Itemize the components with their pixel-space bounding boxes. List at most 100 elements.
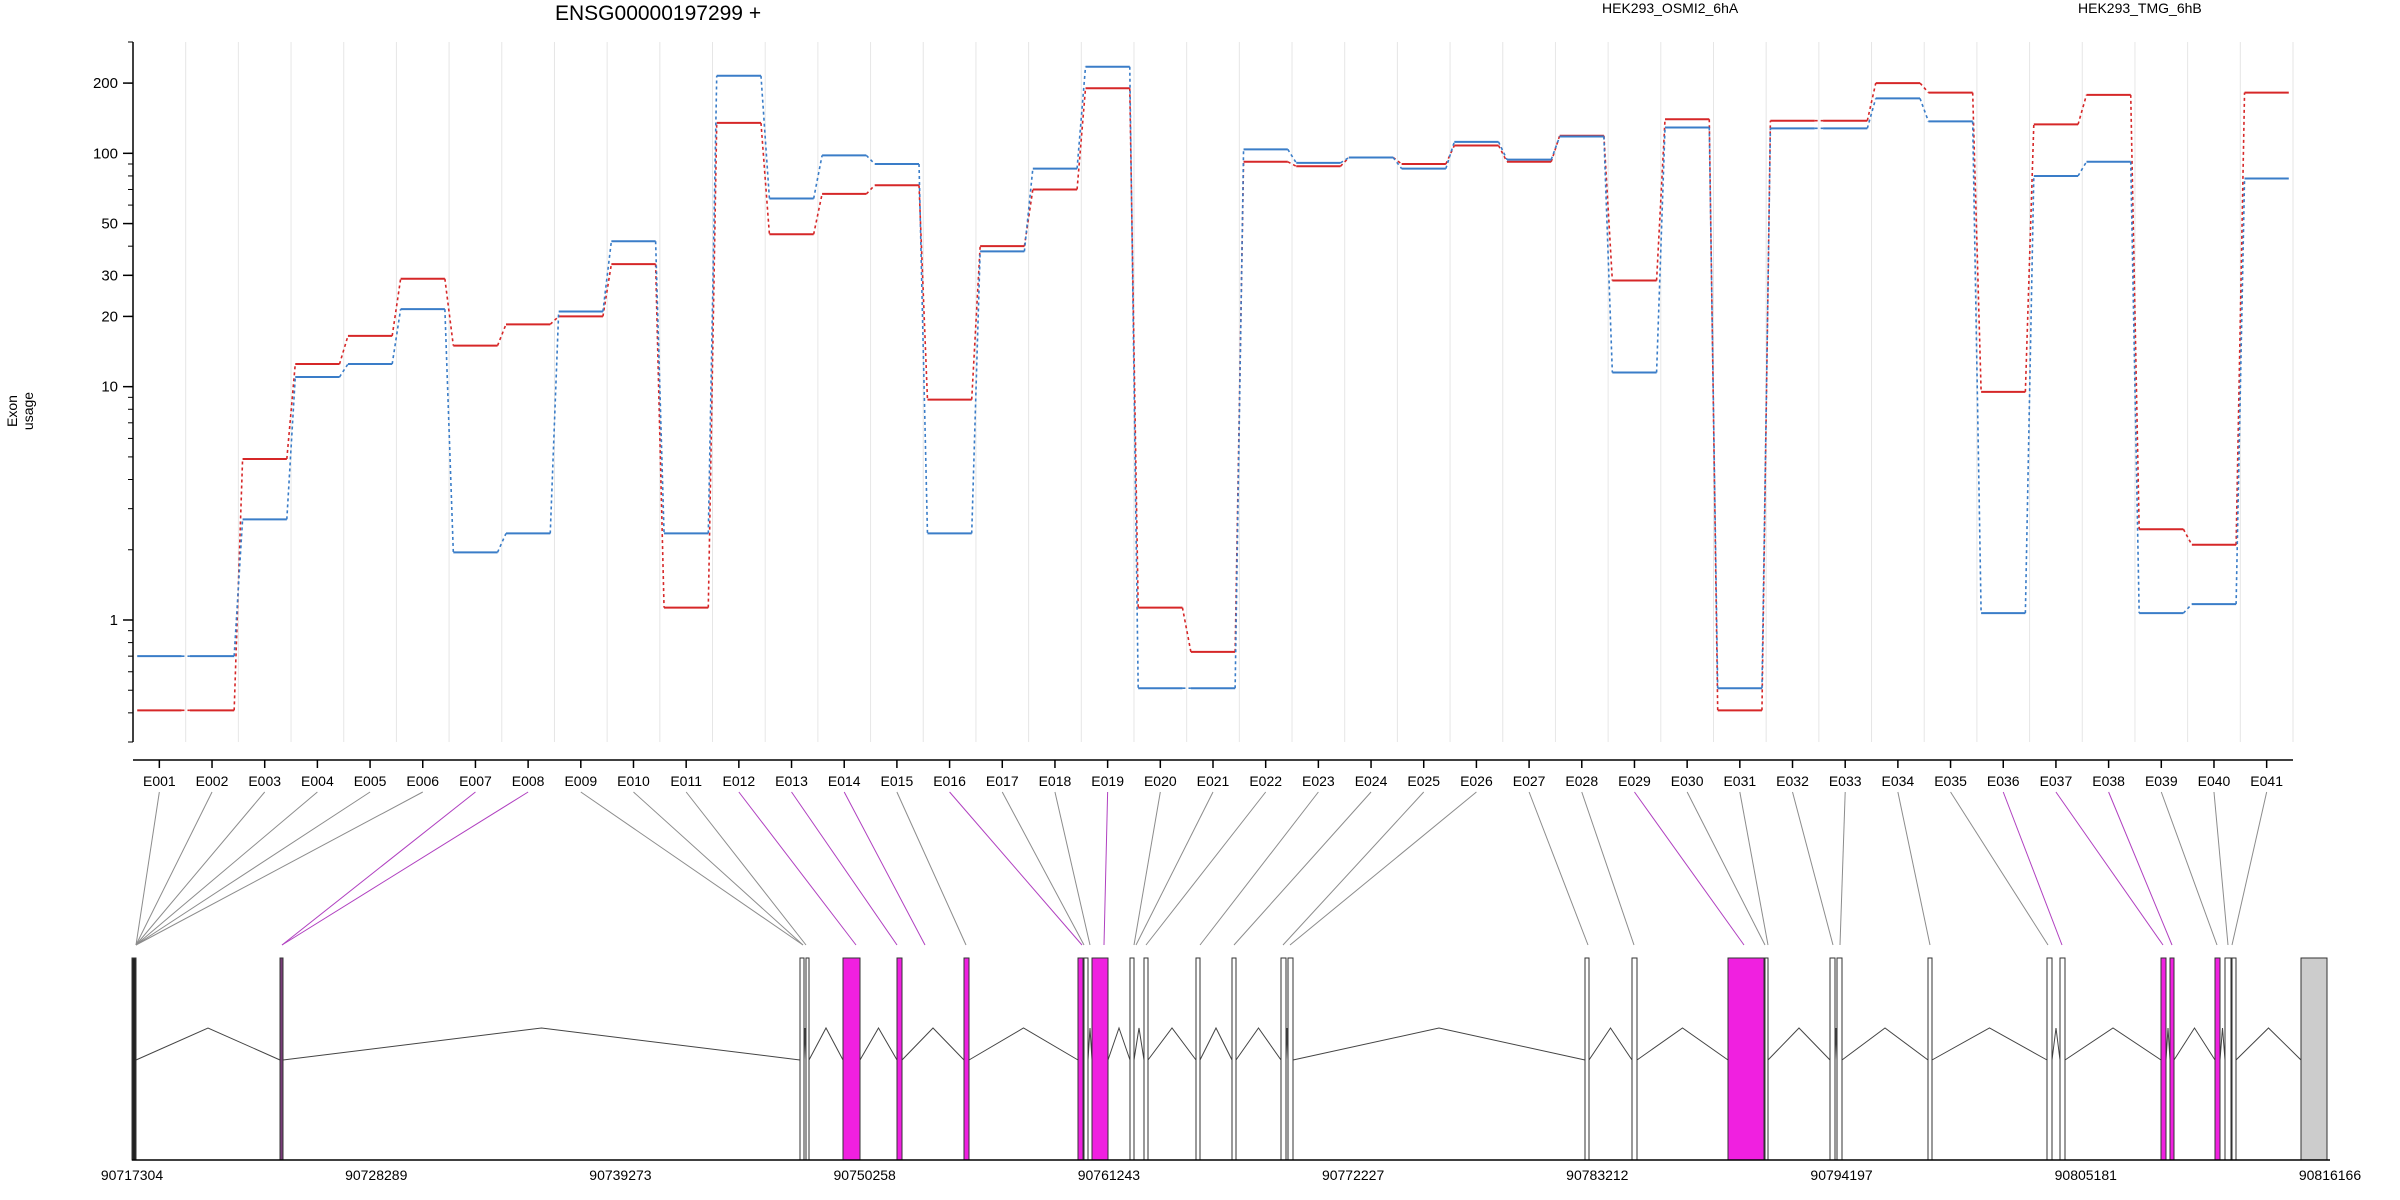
coordinate-label: 90717304: [101, 1167, 164, 1183]
exon-block: [963, 957, 970, 1161]
x-tick-label: E016: [933, 773, 966, 789]
x-axis: E001 E002 E003 E004 E005 E006 E007 E008 E009 E010…: [133, 759, 2293, 789]
x-tick-label: E011: [670, 773, 702, 789]
intron-line: [2173, 1027, 2216, 1061]
exon-block: [1584, 957, 1590, 1161]
x-tick-label: E026: [1460, 773, 1493, 789]
x-tick-label: E041: [2250, 773, 2283, 789]
exon-block: [1280, 957, 1287, 1161]
intron-line: [1133, 1027, 1145, 1061]
series-connector: [1076, 88, 1087, 190]
exon-connector: [1897, 791, 1931, 946]
series-connector: [1550, 136, 1561, 160]
series-connector: [1181, 607, 1192, 653]
series-connector: [2024, 124, 2035, 392]
legend-series-b: HEK293_TMG_6hB: [2078, 0, 2202, 16]
exon-block: [1287, 957, 1294, 1161]
x-tick-label: E032: [1776, 773, 1809, 789]
exon-connector: [791, 791, 898, 946]
coordinate-label: 90739273: [589, 1167, 652, 1183]
intron-line: [135, 1027, 281, 1061]
series-connector: [812, 193, 823, 235]
exon-connector: [2108, 791, 2173, 946]
exon-connector: [1145, 791, 1267, 946]
x-tick-label: E019: [1091, 773, 1124, 789]
exon-block: [1195, 957, 1201, 1161]
series-connector: [233, 519, 244, 657]
exon-connector: [2055, 791, 2164, 946]
series-connector: [1603, 135, 1614, 281]
x-tick-label: E001: [143, 773, 176, 789]
x-tick-label: E039: [2145, 773, 2178, 789]
intron-line: [1588, 1027, 1633, 1061]
exon-block: [896, 957, 903, 1161]
series-connector: [444, 309, 455, 553]
exon-connector: [281, 791, 529, 946]
exon-connector: [1199, 791, 1319, 946]
exon-connector: [685, 791, 807, 946]
exon-connector: [1282, 791, 1425, 946]
series-lines: [137, 65, 2289, 712]
y-tick-label: 10: [101, 379, 118, 396]
series-connector: [1655, 119, 1666, 281]
intron-line: [1235, 1027, 1282, 1061]
series-connector: [1392, 156, 1403, 170]
exon-connector: [2002, 791, 2063, 946]
coordinate-label: 90728289: [345, 1167, 408, 1183]
series-connector: [549, 315, 560, 325]
series-connector: [1023, 168, 1034, 252]
x-tick-label: E038: [2092, 773, 2125, 789]
series-connector: [2129, 94, 2140, 530]
genomic-coordinates: 90717304 90728289 90739273 90750258 90761243…: [101, 1167, 2362, 1183]
exon-connector: [281, 791, 476, 946]
series-connector: [707, 75, 718, 534]
x-tick-label: E003: [248, 773, 281, 789]
exon-connector: [1133, 791, 1161, 946]
x-tick-label: E013: [775, 773, 808, 789]
x-tick-label: E008: [512, 773, 545, 789]
x-tick-label: E012: [723, 773, 756, 789]
exon-block: [279, 957, 284, 1161]
exon-connector: [135, 791, 266, 946]
series-connector: [549, 311, 560, 534]
exon-connector: [2231, 791, 2268, 946]
y-tick-label: 1: [110, 612, 118, 629]
x-tick-label: E024: [1355, 773, 1388, 789]
exon-block: [1091, 957, 1109, 1161]
series-connector: [970, 251, 981, 534]
exon-block: [1077, 957, 1084, 1161]
exon-connectors: [135, 791, 2268, 946]
exon-connector: [738, 791, 857, 946]
exon-block: [1829, 957, 1836, 1161]
x-tick-label: E040: [2198, 773, 2231, 789]
exon-connector: [1054, 791, 1091, 946]
intron-line: [2165, 1027, 2171, 1061]
series-connector: [1655, 127, 1666, 373]
intron-line: [2235, 1027, 2302, 1061]
chart-title: ENSG00000197299 +: [555, 2, 762, 25]
intron-line: [1107, 1026, 1131, 1061]
exon-connector: [949, 791, 1083, 946]
exon-connector: [1634, 791, 1745, 946]
series-connector: [391, 278, 402, 337]
exon-connector: [580, 791, 804, 946]
exon-block: [2160, 957, 2167, 1161]
series-connector: [2024, 175, 2035, 614]
intron-line: [282, 1027, 801, 1061]
exon-connector: [1739, 791, 1769, 946]
intron-line: [1841, 1027, 1929, 1061]
series-connector: [338, 335, 349, 365]
coordinate-label: 90761243: [1078, 1167, 1141, 1183]
exon-block: [1927, 957, 1933, 1161]
coordinate-label: 90783212: [1566, 1167, 1629, 1183]
x-tick-label: E010: [617, 773, 650, 789]
x-tick-label: E029: [1618, 773, 1651, 789]
series-connector: [1076, 66, 1087, 169]
series-a: [137, 82, 2289, 712]
series-connector: [865, 154, 876, 165]
exon-block: [2059, 957, 2066, 1161]
intron-line: [1767, 1027, 1831, 1061]
exon-connector: [1528, 791, 1589, 946]
exon-connector: [1103, 791, 1109, 946]
series-connector: [338, 363, 349, 378]
